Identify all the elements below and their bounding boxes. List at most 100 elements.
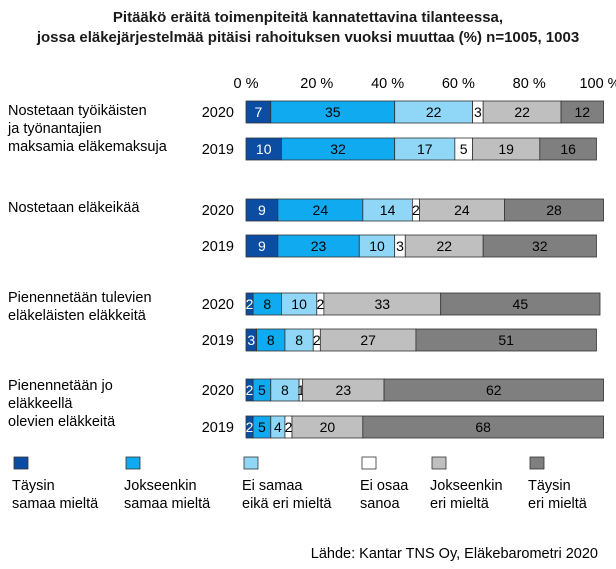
- bar-value-label: 2: [246, 382, 254, 398]
- chart-title-line-1: Pitääkö eräitä toimenpiteitä kannatettav…: [113, 9, 503, 26]
- year-label: 2019: [202, 239, 234, 255]
- bar-value-label: 14: [380, 202, 396, 218]
- bar-value-label: 19: [498, 141, 514, 157]
- bar-value-label: 4: [274, 419, 282, 435]
- bar-value-label: 51: [498, 332, 514, 348]
- legend-label: eikä eri mieltä: [242, 496, 332, 512]
- bar-value-label: 35: [325, 104, 341, 120]
- category-label: eläkkeellä: [8, 396, 73, 412]
- x-tick-label: 100 %: [579, 76, 616, 92]
- bar-value-label: 7: [254, 104, 262, 120]
- bar-value-label: 5: [258, 419, 266, 435]
- year-label: 2019: [202, 142, 234, 158]
- bar-value-label: 32: [532, 238, 548, 254]
- bar-value-label: 8: [263, 296, 271, 312]
- legend-label: Täysin: [528, 478, 571, 494]
- bar-value-label: 2: [313, 332, 321, 348]
- bar-segment: [482, 234, 597, 258]
- bar-value-label: 24: [313, 202, 329, 218]
- bar-segment: [504, 198, 604, 222]
- bar-value-label: 1: [297, 382, 305, 398]
- legend-swatch: [125, 456, 141, 470]
- legend-label: samaa mieltä: [124, 496, 211, 512]
- bar-value-label: 16: [560, 141, 576, 157]
- bar-value-label: 22: [426, 104, 442, 120]
- bar-value-label: 24: [454, 202, 470, 218]
- bar-value-label: 10: [291, 296, 307, 312]
- bar-segment: [560, 100, 604, 124]
- category-label: Nostetaan eläkeikää: [8, 200, 140, 216]
- category-label: Nostetaan työikäisten: [8, 103, 147, 119]
- bar-value-label: 32: [330, 141, 346, 157]
- bar-value-label: 20: [320, 419, 336, 435]
- bar-segment: [440, 292, 601, 316]
- bar-value-label: 22: [436, 238, 452, 254]
- bar-value-label: 22: [514, 104, 530, 120]
- x-tick-label: 20 %: [300, 76, 333, 92]
- category-label: olevien eläkkeitä: [8, 414, 116, 430]
- x-tick-label: 0 %: [234, 76, 259, 92]
- category-label: Pienennetään tulevien: [8, 290, 152, 306]
- bar-value-label: 17: [417, 141, 433, 157]
- year-label: 2020: [202, 203, 234, 219]
- bar-value-label: 3: [247, 332, 255, 348]
- bar-value-label: 10: [256, 141, 272, 157]
- legend-swatch: [361, 456, 377, 470]
- legend-label: eri mieltä: [430, 496, 490, 512]
- bar-value-label: 9: [258, 202, 266, 218]
- bar-value-label: 8: [267, 332, 275, 348]
- legend-label: samaa mieltä: [12, 496, 99, 512]
- bar-value-label: 62: [486, 382, 502, 398]
- bar-value-label: 3: [474, 104, 482, 120]
- x-tick-label: 80 %: [513, 76, 546, 92]
- legend-swatch: [431, 456, 447, 470]
- bar-value-label: 27: [360, 332, 376, 348]
- x-tick-label: 60 %: [442, 76, 475, 92]
- bar-value-label: 28: [546, 202, 562, 218]
- year-label: 2020: [202, 105, 234, 121]
- year-label: 2019: [202, 333, 234, 349]
- bar-value-label: 10: [369, 238, 385, 254]
- bar-segment: [539, 137, 597, 161]
- bar-value-label: 3: [396, 238, 404, 254]
- x-tick-label: 40 %: [371, 76, 404, 92]
- category-label: ja työnantajien: [7, 121, 102, 137]
- legend-label: Jokseenkin: [124, 478, 197, 494]
- bar-segment: [383, 378, 604, 402]
- bar-value-label: 23: [336, 382, 352, 398]
- year-label: 2020: [202, 383, 234, 399]
- bar-value-label: 9: [258, 238, 266, 254]
- legend-label: Ei samaa: [242, 478, 303, 494]
- source-note: Lähde: Kantar TNS Oy, Eläkebarometri 202…: [311, 546, 598, 562]
- legend-label: sanoa: [360, 496, 400, 512]
- bar-value-label: 33: [375, 296, 391, 312]
- bar-value-label: 23: [311, 238, 327, 254]
- chart-title-line-2: jossa eläkejärjestelmää pitäisi rahoituk…: [36, 29, 579, 46]
- bar-value-label: 8: [295, 332, 303, 348]
- legend-label: Täysin: [12, 478, 55, 494]
- bar-segment: [415, 328, 597, 352]
- bar-value-label: 5: [460, 141, 468, 157]
- year-label: 2019: [202, 420, 234, 436]
- bar-value-label: 8: [281, 382, 289, 398]
- legend-label: Jokseenkin: [430, 478, 503, 494]
- legend-swatch: [13, 456, 29, 470]
- category-label: maksamia eläkemaksuja: [8, 139, 168, 155]
- year-label: 2020: [202, 297, 234, 313]
- bar-value-label: 2: [246, 296, 254, 312]
- legend-label: eri mieltä: [528, 496, 588, 512]
- bar-value-label: 2: [316, 296, 324, 312]
- category-label: Pienennetään jo: [8, 378, 113, 394]
- bar-segment: [362, 415, 604, 439]
- legend-swatch: [529, 456, 545, 470]
- bar-value-label: 2: [246, 419, 254, 435]
- legend-label: Ei osaa: [360, 478, 409, 494]
- bar-value-label: 45: [513, 296, 529, 312]
- bar-value-label: 5: [258, 382, 266, 398]
- bar-value-label: 2: [412, 202, 420, 218]
- bar-value-label: 12: [575, 104, 591, 120]
- bar-value-label: 68: [475, 419, 491, 435]
- legend-swatch: [243, 456, 259, 470]
- category-label: eläkeläisten eläkkeitä: [8, 308, 147, 324]
